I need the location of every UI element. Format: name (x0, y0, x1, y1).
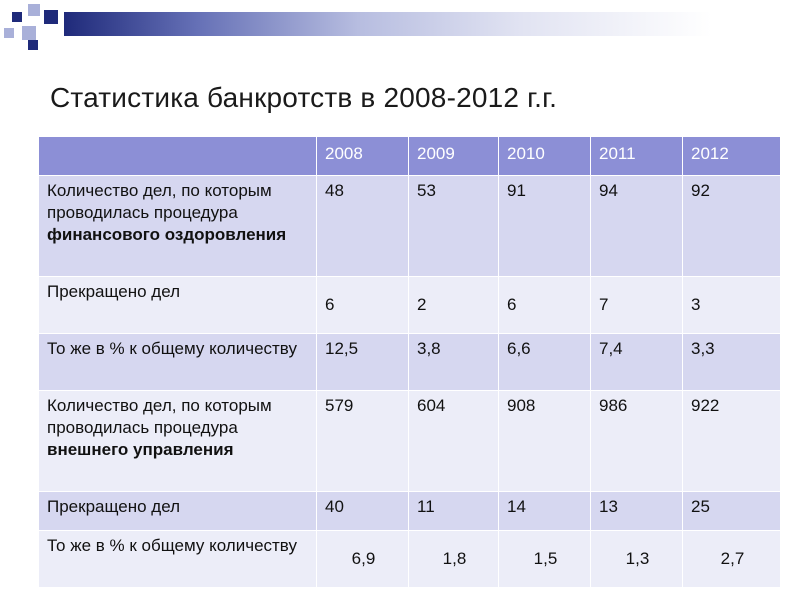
decor-square (12, 12, 22, 22)
table-cell: 1,5 (498, 530, 591, 588)
decor-square (44, 10, 58, 24)
table-cell: 40 (316, 491, 409, 531)
table-cell: 908 (498, 390, 591, 492)
row-label-bold: финансового оздоровления (47, 225, 287, 244)
table-cell: 6 (316, 276, 409, 334)
table-cell: 25 (682, 491, 781, 531)
header-cell-year: 2012 (682, 136, 781, 176)
decor-square (22, 26, 36, 40)
table-cell: 6 (498, 276, 591, 334)
decor-square (28, 40, 38, 50)
table-row: То же в % к общему количеству 12,5 3,8 6… (38, 333, 781, 391)
table-cell: 579 (316, 390, 409, 492)
row-label-text: Количество дел, по которым проводилась п… (47, 396, 272, 437)
table-row: Количество дел, по которым проводилась п… (38, 175, 781, 277)
table-cell: 11 (408, 491, 499, 531)
header-cell-year: 2011 (590, 136, 683, 176)
table-row: Прекращено дел 6 2 6 7 3 (38, 276, 781, 334)
row-label-text: Количество дел, по которым проводилась п… (47, 181, 272, 222)
header-cell-year: 2008 (316, 136, 409, 176)
row-label: Прекращено дел (38, 491, 317, 531)
table-cell: 6,9 (316, 530, 409, 588)
table-cell: 1,8 (408, 530, 499, 588)
table-cell: 7 (590, 276, 683, 334)
page-title: Статистика банкротств в 2008-2012 г.г. (50, 82, 558, 113)
header-cell-year: 2009 (408, 136, 499, 176)
table-cell: 14 (498, 491, 591, 531)
table-cell: 13 (590, 491, 683, 531)
table-cell: 94 (590, 175, 683, 277)
row-label: То же в % к общему количеству (38, 530, 317, 588)
table-row: То же в % к общему количеству 6,9 1,8 1,… (38, 530, 781, 588)
table-cell: 92 (682, 175, 781, 277)
table-cell: 2 (408, 276, 499, 334)
table-cell: 922 (682, 390, 781, 492)
table-cell: 604 (408, 390, 499, 492)
row-label: Прекращено дел (38, 276, 317, 334)
table-cell: 91 (498, 175, 591, 277)
table-cell: 3,3 (682, 333, 781, 391)
table-row: Прекращено дел 40 11 14 13 25 (38, 491, 781, 531)
decor-square (4, 28, 14, 38)
table-cell: 3,8 (408, 333, 499, 391)
table-cell: 53 (408, 175, 499, 277)
table-cell: 6,6 (498, 333, 591, 391)
table-cell: 986 (590, 390, 683, 492)
row-label: Количество дел, по которым проводилась п… (38, 175, 317, 277)
table-cell: 1,3 (590, 530, 683, 588)
table-cell: 12,5 (316, 333, 409, 391)
table-header-row: 2008 2009 2010 2011 2012 (38, 136, 781, 176)
table-cell: 48 (316, 175, 409, 277)
row-label: Количество дел, по которым проводилась п… (38, 390, 317, 492)
table-row: Количество дел, по которым проводилась п… (38, 390, 781, 492)
header-gradient-bar (64, 12, 800, 36)
row-label-bold: внешнего управления (47, 440, 234, 459)
table-cell: 7,4 (590, 333, 683, 391)
header-cell-year: 2010 (498, 136, 591, 176)
statistics-table: 2008 2009 2010 2011 2012 Количество дел,… (38, 136, 781, 588)
table-cell: 3 (682, 276, 781, 334)
decor-square (28, 4, 40, 16)
table-cell: 2,7 (682, 530, 781, 588)
row-label: То же в % к общему количеству (38, 333, 317, 391)
header-cell (38, 136, 317, 176)
